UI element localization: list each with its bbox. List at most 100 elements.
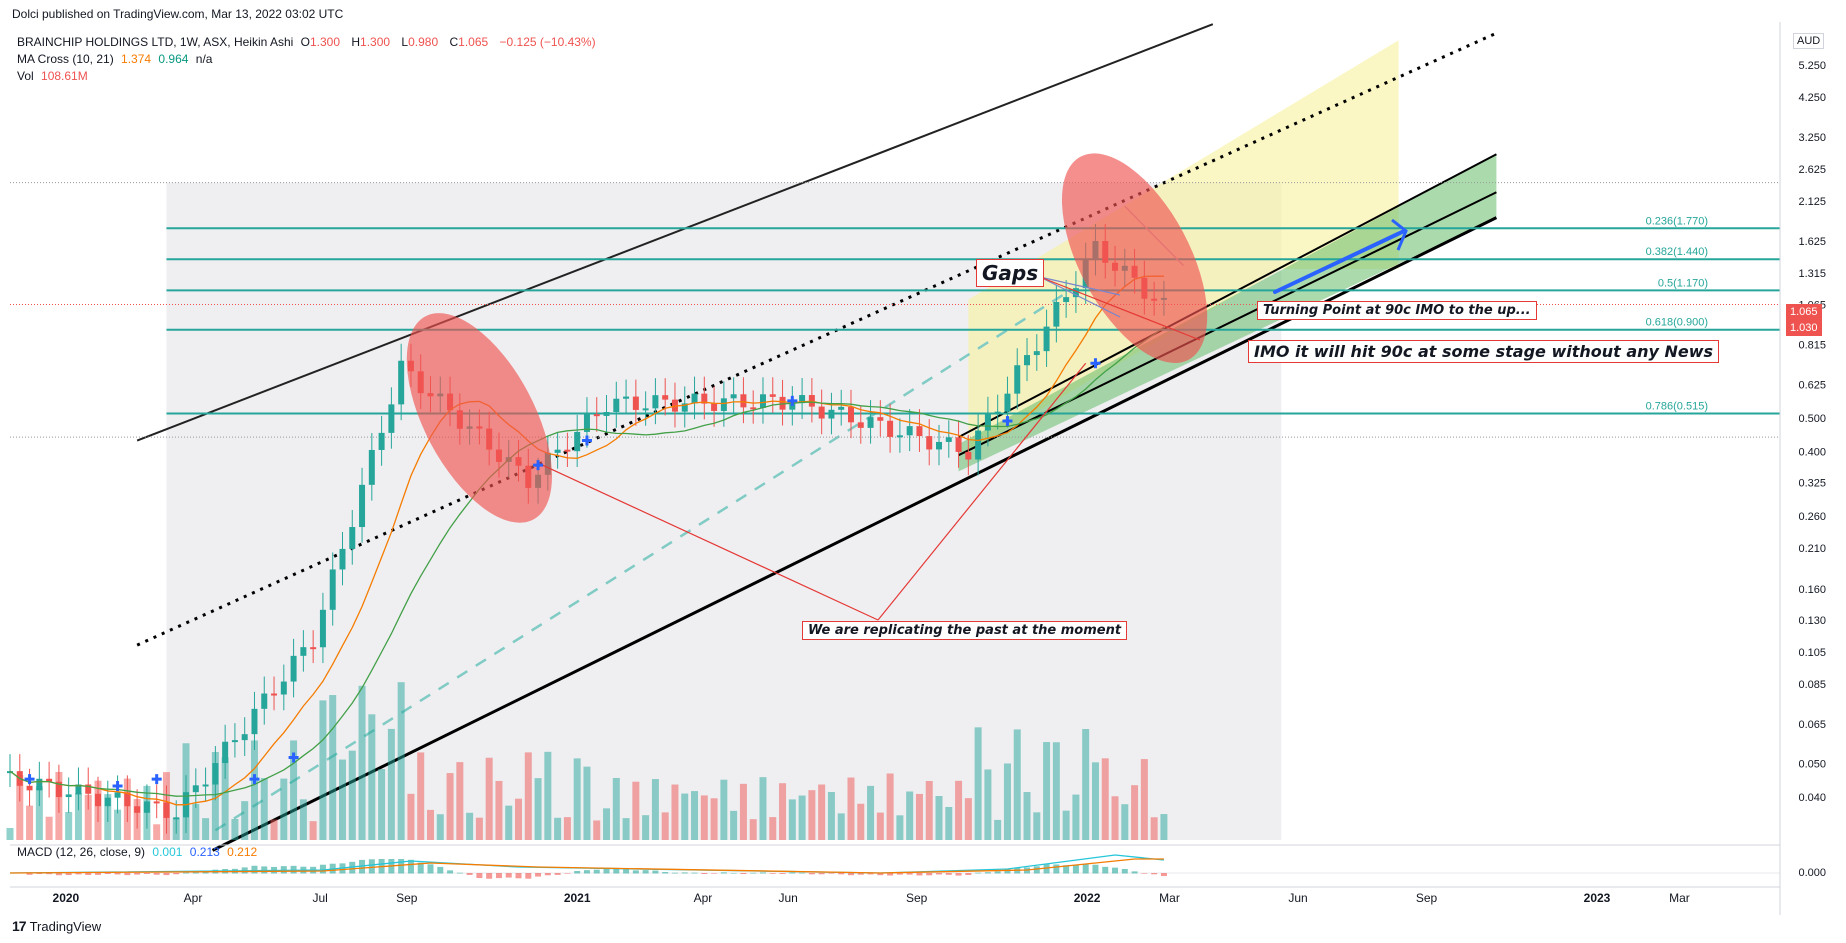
fib-label: 0.618(0.900)	[1646, 317, 1708, 329]
volume-bar	[788, 799, 796, 840]
current-price-label: 1.065	[1786, 304, 1822, 320]
macd-hist-bar	[965, 873, 972, 876]
macd-hist-bar	[838, 873, 845, 875]
volume-bar	[290, 740, 298, 840]
volume-bar	[1072, 794, 1080, 840]
volume-bar	[661, 812, 669, 840]
macd-hist-bar	[906, 873, 913, 875]
candle	[662, 395, 669, 400]
macd-hist-bar	[515, 873, 522, 879]
ma-cross-marker	[249, 774, 260, 785]
macd-hist-bar	[368, 859, 375, 874]
volume-bar	[407, 793, 415, 840]
macd-hist-bar	[554, 873, 561, 875]
macd-hist-bar	[65, 873, 72, 876]
macd-hist-bar	[936, 873, 943, 875]
candle	[290, 655, 297, 682]
volume-bar	[270, 819, 278, 840]
ma-slow-value: 0.964	[158, 52, 189, 66]
ma-cross-marker	[24, 774, 35, 785]
macd-hist-bar	[779, 873, 786, 874]
macd-y-tick: 0.000	[1798, 867, 1826, 879]
macd-hist-bar	[407, 859, 414, 874]
volume-bar	[554, 817, 562, 840]
candle	[300, 647, 307, 656]
macd-hist-bar	[847, 873, 854, 876]
volume-bar	[231, 818, 239, 840]
candle	[564, 449, 571, 452]
candle	[906, 426, 913, 436]
volume-bar	[798, 795, 806, 840]
volume-bar	[857, 803, 865, 840]
volume-bar	[974, 727, 982, 840]
candle	[46, 778, 53, 782]
macd-hist-bar	[1092, 864, 1099, 874]
y-tick-label: 5.250	[1798, 60, 1826, 72]
tradingview-brand[interactable]: 17 TradingView	[12, 918, 102, 934]
volume-bar	[1052, 742, 1060, 840]
macd-hist-bar	[75, 873, 82, 875]
macd-hist-bar	[1063, 865, 1070, 874]
volume-bar	[573, 758, 581, 840]
macd-hist-bar	[975, 872, 982, 874]
macd-hist-bar	[808, 873, 815, 875]
volume-bar	[348, 750, 356, 840]
volume-bar	[94, 780, 102, 840]
ma-cross-legend: MA Cross (10, 21) 1.374 0.964 n/a	[17, 52, 213, 66]
volume-bar	[16, 775, 24, 840]
macd-value: 0.213	[189, 845, 220, 859]
macd-hist-bar	[1121, 868, 1128, 874]
highlight-ellipse	[1061, 153, 1208, 363]
y-tick-label: 0.050	[1798, 758, 1826, 770]
volume-bar	[505, 805, 513, 840]
candle	[701, 393, 708, 404]
candle	[378, 432, 385, 450]
macd-hist-bar	[319, 864, 326, 874]
y-tick-label: 0.160	[1798, 584, 1826, 596]
macd-hist-bar	[1160, 873, 1167, 877]
volume-bar	[769, 817, 777, 840]
volume-bar	[378, 769, 386, 840]
x-tick-label: Sep	[1416, 891, 1438, 905]
volume-bar	[612, 777, 620, 840]
volume-bar	[143, 785, 151, 840]
candle	[359, 484, 366, 528]
x-tick-label: Mar	[1159, 891, 1180, 905]
candle	[319, 609, 326, 648]
tradingview-logo-icon: 17	[12, 918, 27, 934]
dotted-trend-line	[136, 31, 1498, 647]
macd-hist-bar	[202, 871, 209, 874]
macd-hist-bar	[662, 872, 669, 874]
candle	[261, 693, 268, 709]
volume-bar	[1150, 817, 1158, 840]
volume-bar	[759, 777, 767, 840]
candle	[857, 422, 864, 428]
volume-bar	[192, 803, 200, 840]
macd-hist-bar	[671, 872, 678, 874]
candle	[271, 693, 278, 696]
publisher-line: Dolci published on TradingView.com, Mar …	[12, 7, 344, 21]
candle	[1053, 302, 1060, 327]
x-tick-label: 2020	[53, 891, 80, 905]
candle	[593, 414, 600, 417]
macd-hist-bar	[818, 873, 825, 875]
macd-hist-bar	[466, 873, 473, 875]
volume-bar	[162, 772, 170, 840]
volume-bar	[1003, 763, 1011, 840]
macd-hist-bar	[1004, 869, 1011, 874]
open-value: 1.300	[310, 35, 341, 49]
candle	[114, 792, 121, 798]
annotation-replicating: We are replicating the past at the momen…	[802, 621, 1128, 640]
volume-bar	[104, 794, 112, 840]
volume-bar	[700, 795, 708, 840]
candle	[222, 741, 229, 764]
volume-bar	[739, 783, 747, 840]
volume-legend: Vol 108.61M	[17, 69, 88, 83]
macd-hist-bar	[623, 869, 630, 874]
currency-badge[interactable]: AUD	[1793, 33, 1825, 49]
macd-hist-bar	[183, 872, 190, 874]
macd-hist-bar	[437, 866, 444, 874]
y-tick-label: 4.250	[1798, 92, 1826, 104]
x-tick-label: Mar	[1669, 891, 1690, 905]
